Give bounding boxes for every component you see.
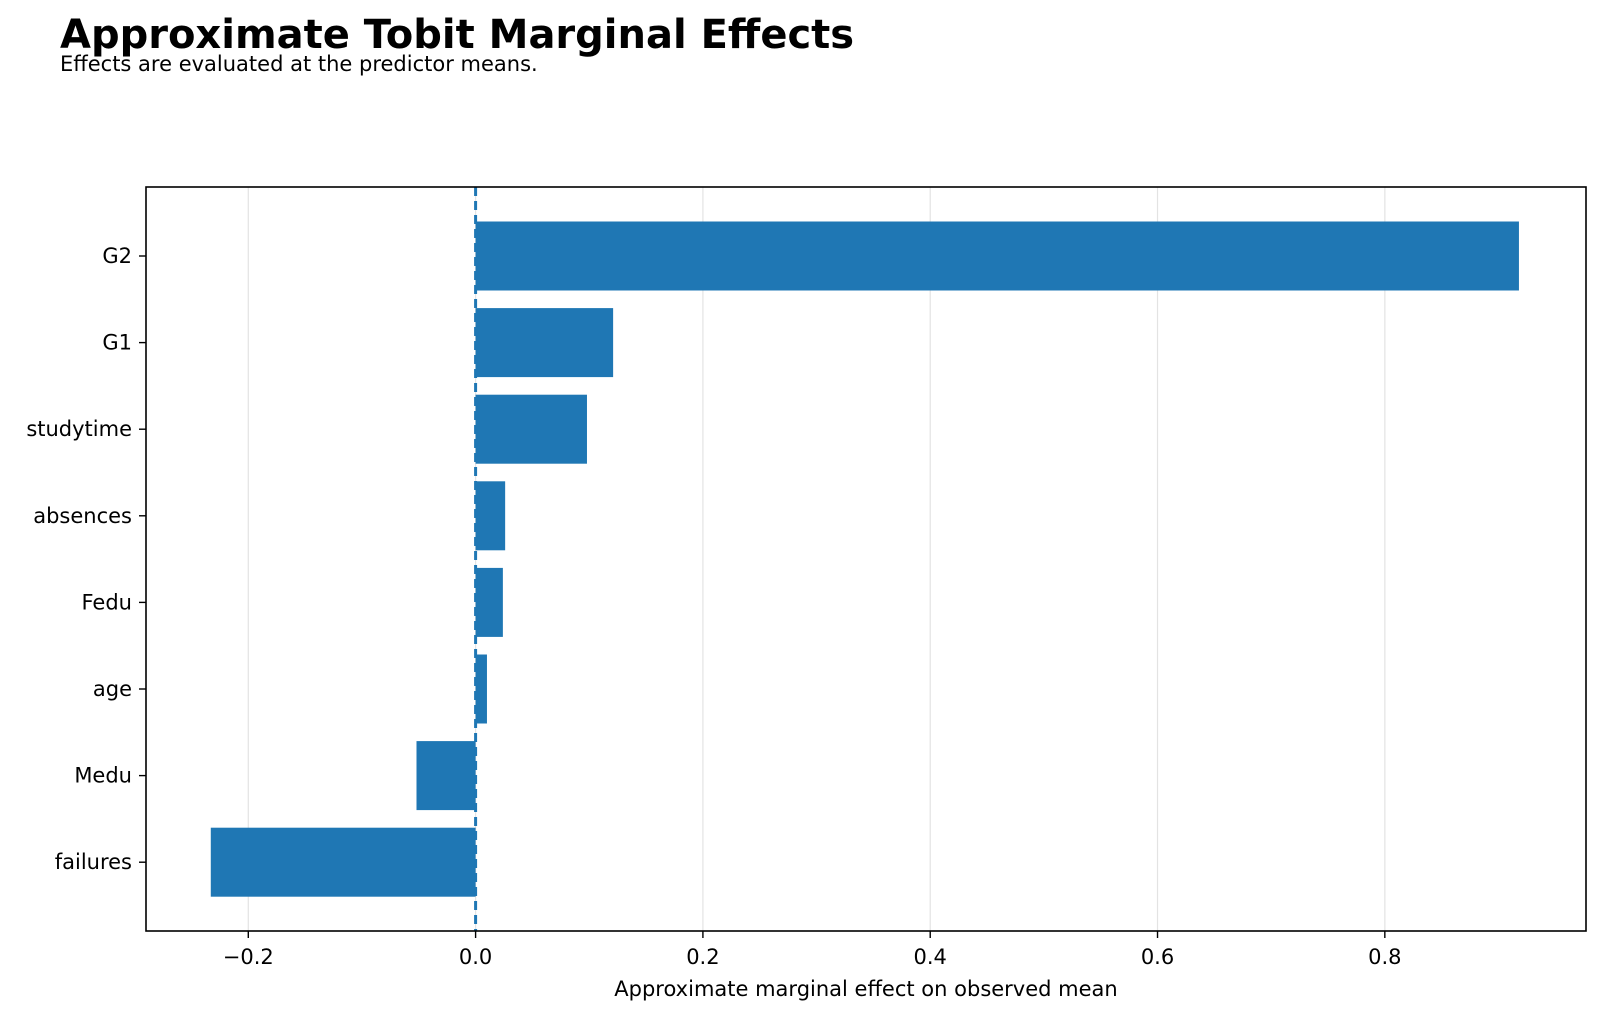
- bar-studytime: [475, 394, 587, 464]
- y-tick-label: G1: [102, 331, 132, 355]
- y-tick-label: Medu: [74, 764, 132, 788]
- bar-age: [475, 654, 487, 724]
- x-tick-label: 0.8: [1368, 945, 1401, 969]
- y-tick-label: studytime: [26, 417, 132, 441]
- bar-fedu: [475, 567, 503, 637]
- chart-subtitle: Effects are evaluated at the predictor m…: [60, 52, 538, 76]
- x-tick-label: 0.0: [459, 945, 492, 969]
- bar-g1: [475, 308, 614, 378]
- gridlines: [247, 187, 1386, 931]
- y-tick-label: age: [93, 677, 132, 701]
- x-tick-label: 0.6: [1141, 945, 1174, 969]
- x-axis: −0.2 0.0 0.2 0.4 0.6 0.8: [223, 931, 1402, 969]
- y-tick-label: Fedu: [82, 590, 133, 614]
- bar-medu: [416, 741, 476, 811]
- bar-failures: [210, 827, 476, 897]
- chart-title: Approximate Tobit Marginal Effects: [60, 12, 855, 58]
- bars: [210, 221, 1519, 897]
- x-tick-label: −0.2: [223, 945, 274, 969]
- plot-frame: [145, 186, 1587, 932]
- x-tick-label: 0.4: [914, 945, 947, 969]
- bar-g2: [475, 221, 1519, 291]
- y-tick-label: failures: [55, 850, 132, 874]
- bar-absences: [475, 481, 506, 551]
- y-tick-label: absences: [33, 504, 132, 528]
- y-tick-label: G2: [102, 244, 132, 268]
- y-axis: G2 G1 studytime absences Fedu age Medu failures: [26, 244, 146, 874]
- x-tick-label: 0.2: [686, 945, 719, 969]
- x-axis-label: Approximate marginal effect on observed …: [614, 977, 1117, 1001]
